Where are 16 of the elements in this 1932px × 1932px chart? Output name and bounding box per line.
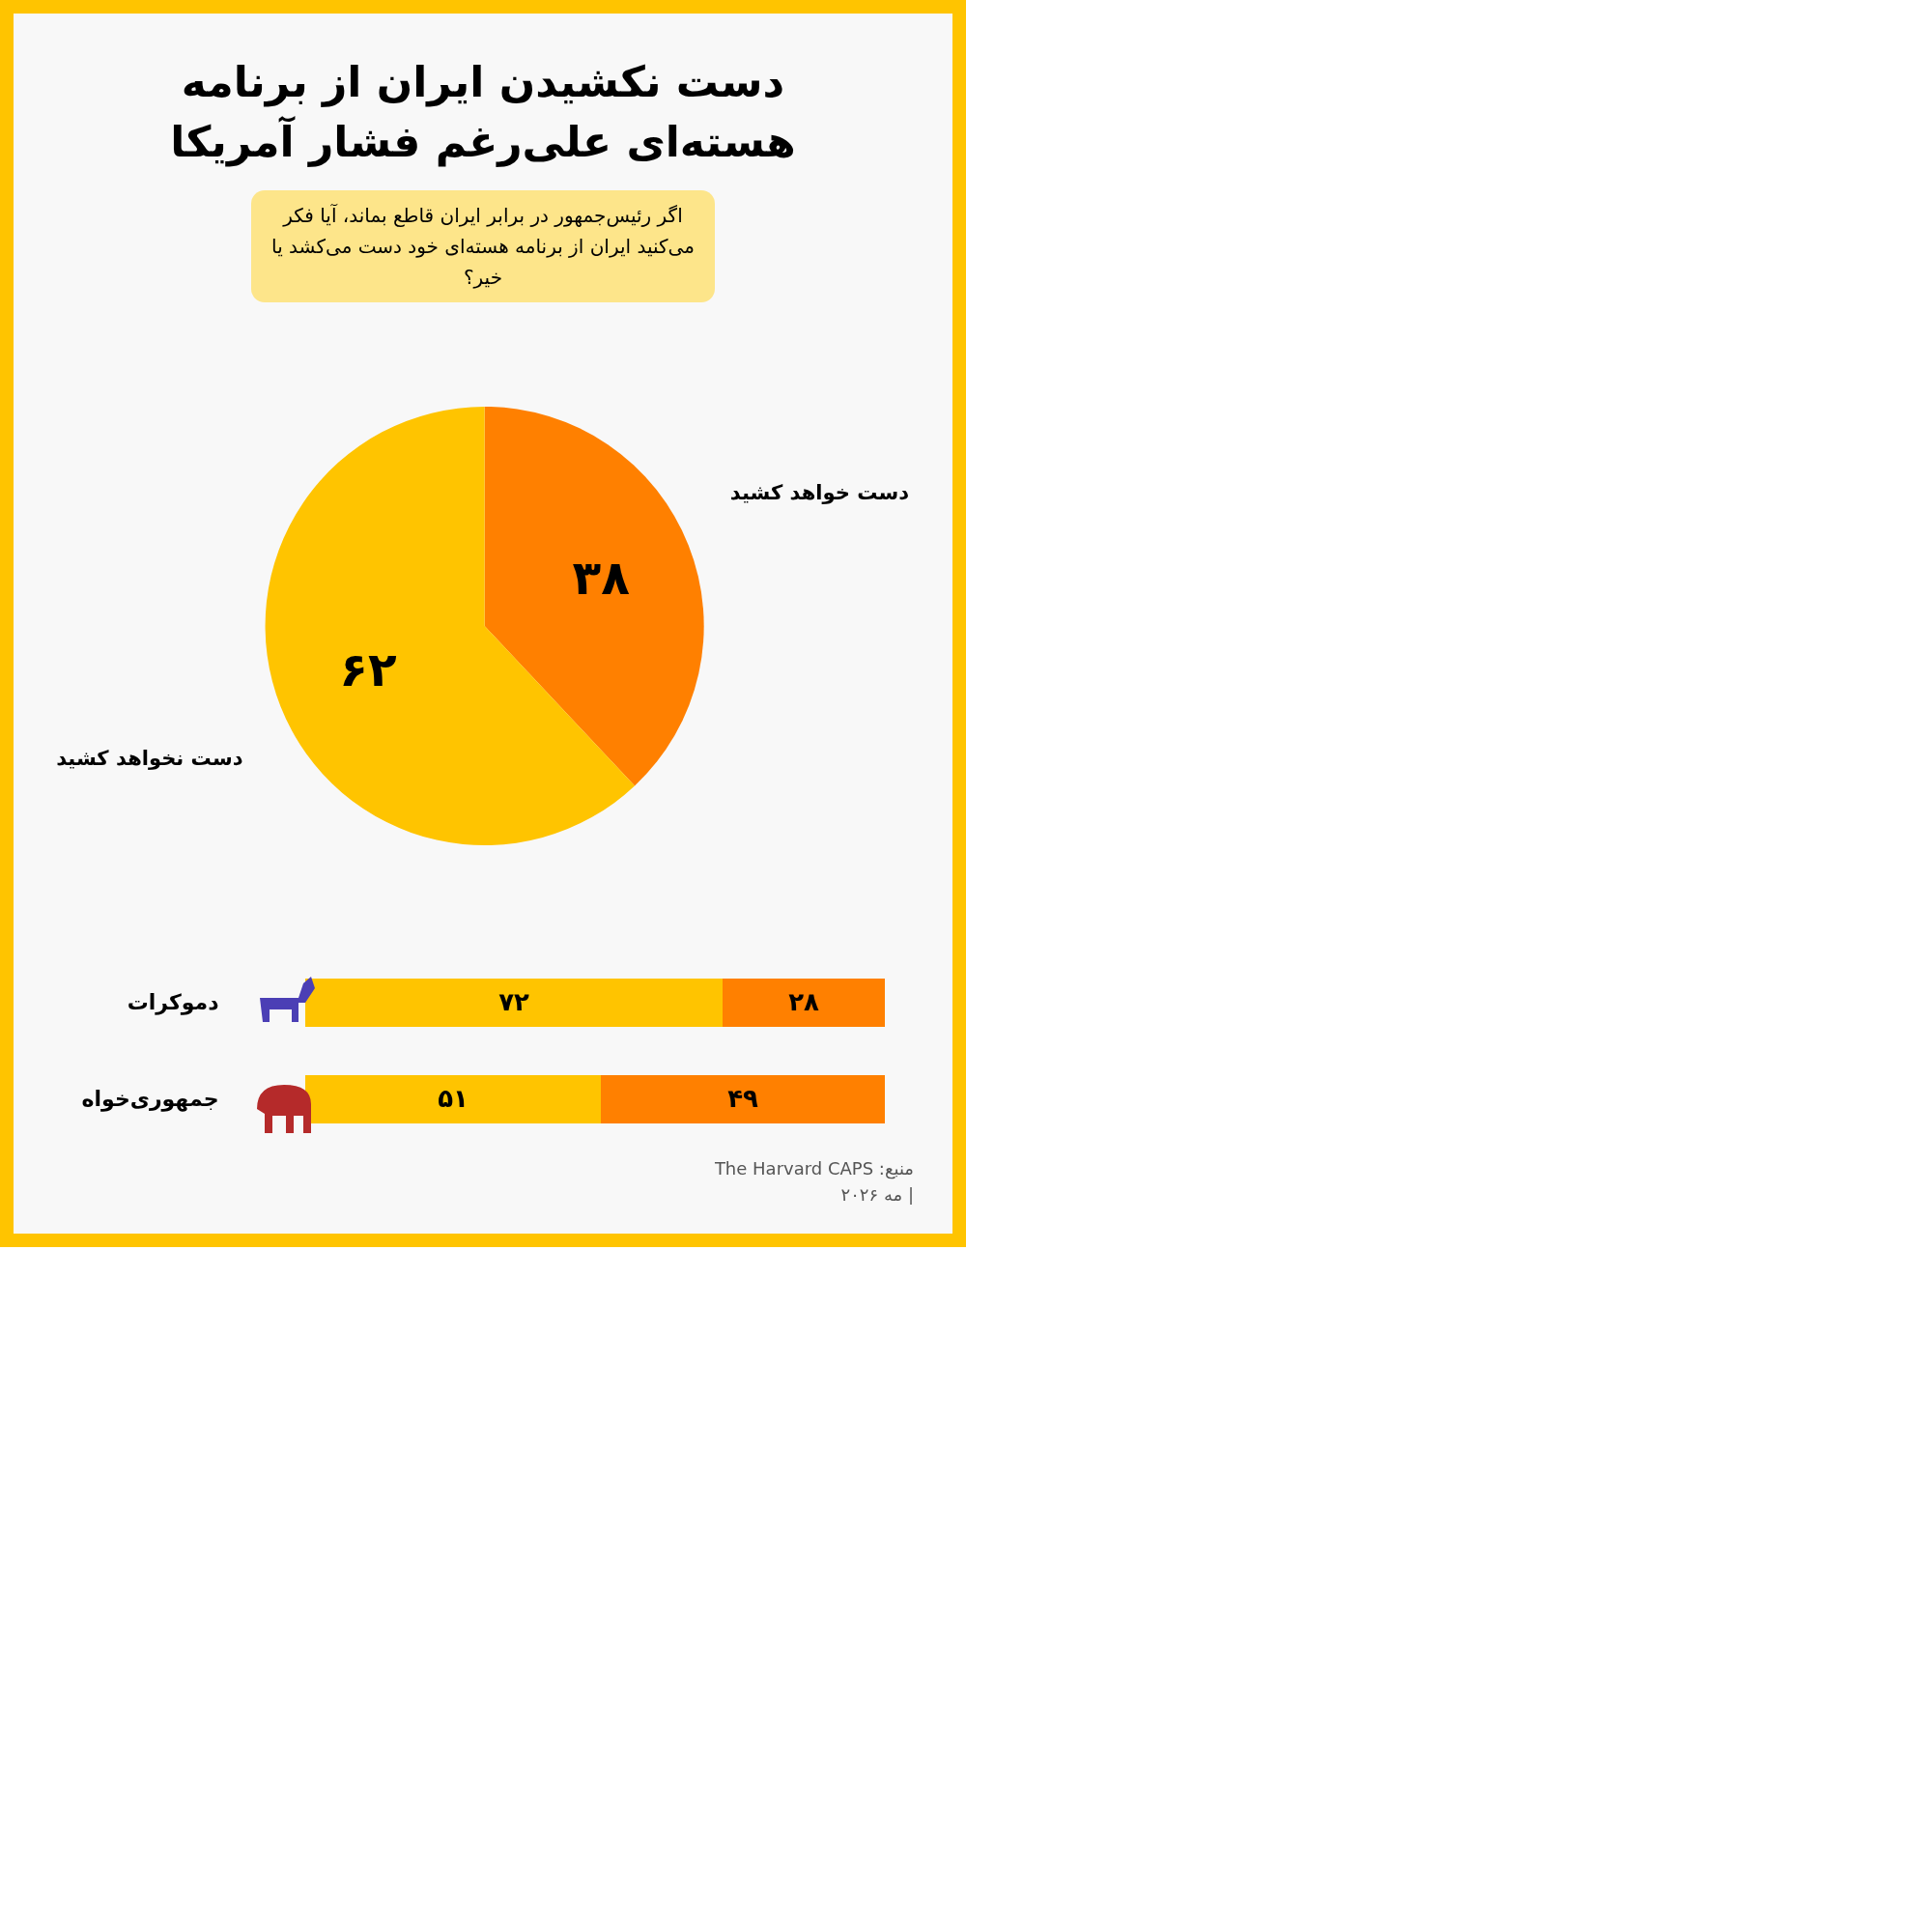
- chart-title: دست نکشیدن ایران از برنامه هسته‌ای علی‌رغم فشار آمریکا: [169, 56, 797, 169]
- y-tick-label: جمهوری‌خواه: [81, 1087, 219, 1113]
- data-label: ۵۱: [438, 1084, 469, 1114]
- data-label: ۶۲: [339, 642, 397, 697]
- y-tick-label: دموکرات: [127, 990, 219, 1016]
- data-label: ۲۸: [788, 987, 819, 1017]
- slice-label: دست نخواهد کشید: [56, 745, 243, 770]
- text: منبع: The Harvard CAPS: [713, 1158, 914, 1179]
- data-label: ۷۲: [498, 987, 529, 1017]
- text: | مه ۲۰۲۶: [839, 1184, 914, 1206]
- chart-subtitle: اگر رئیس‌جمهور در برابر ایران قاطع بماند، آیا فکر می‌کنید ایران از برنامه هسته‌ای خود دست می‌کشد یا خیر؟: [251, 190, 715, 303]
- data-label: ۴۹: [727, 1084, 758, 1114]
- slice-label: دست خواهد کشید: [729, 480, 910, 505]
- pie-slice: [265, 407, 636, 846]
- data-label: ۳۸: [572, 551, 630, 606]
- pie-slice: [484, 407, 704, 786]
